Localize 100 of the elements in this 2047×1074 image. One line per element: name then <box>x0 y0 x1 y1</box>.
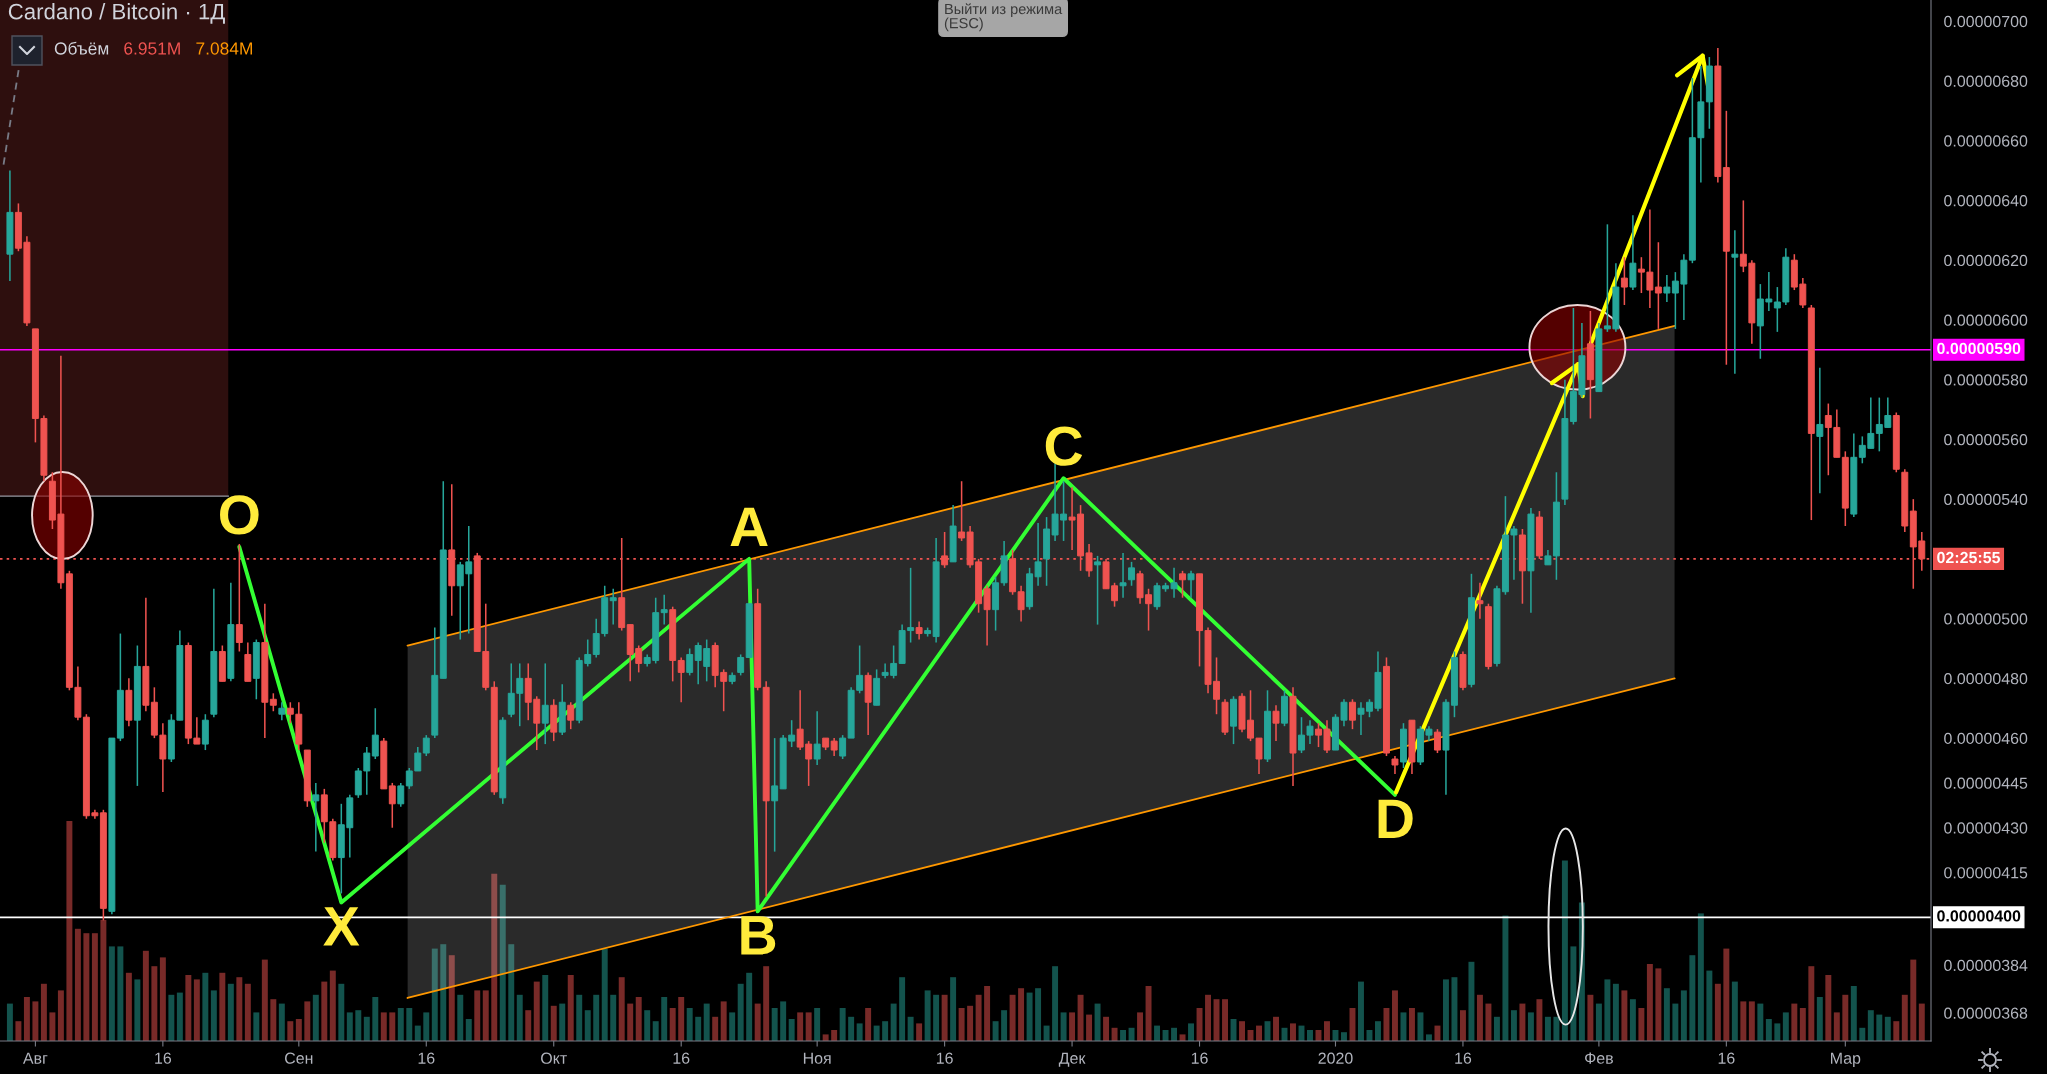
bar <box>474 990 481 1041</box>
bar <box>1510 1010 1517 1041</box>
bar <box>363 1016 370 1041</box>
bar <box>1799 1008 1806 1041</box>
ref-line-label: 0.00000590 <box>1937 342 2021 355</box>
bar <box>219 972 226 1041</box>
bar <box>652 1021 659 1041</box>
bar <box>1646 964 1653 1041</box>
bar <box>567 975 574 1041</box>
candlestick <box>771 737 779 853</box>
bar <box>57 990 64 1041</box>
bar <box>74 928 81 1041</box>
x-tick-label: 16 <box>673 1052 690 1064</box>
bar <box>253 1012 260 1041</box>
bar <box>1391 990 1398 1041</box>
x-tick-label: 16 <box>936 1052 953 1064</box>
bar <box>423 1012 430 1041</box>
bar <box>1154 1025 1161 1041</box>
bar <box>814 1008 821 1041</box>
bar <box>1782 1012 1789 1041</box>
bar <box>1519 1003 1526 1041</box>
bar <box>1290 1023 1296 1041</box>
bar <box>584 1010 591 1041</box>
bar <box>1850 986 1857 1041</box>
bar <box>49 1012 56 1041</box>
bar <box>1069 1012 1076 1041</box>
bar <box>1595 1003 1602 1041</box>
bar <box>1358 981 1364 1041</box>
bar <box>1324 1021 1330 1041</box>
bar <box>1706 970 1713 1041</box>
bar <box>1128 1027 1135 1041</box>
bar <box>516 994 523 1041</box>
bar <box>32 1001 39 1041</box>
x-tick-label: Окт <box>541 1052 567 1064</box>
bar <box>669 1008 676 1041</box>
bar <box>1697 913 1704 1041</box>
bar <box>593 994 600 1041</box>
bar <box>1638 1008 1645 1041</box>
candlestick <box>1816 366 1824 494</box>
candlestick <box>201 713 209 751</box>
bar <box>618 977 625 1041</box>
bar <box>329 970 336 1041</box>
bar <box>134 979 141 1041</box>
chart-title: Cardano / Bitcoin · 1Д <box>8 3 225 24</box>
bar <box>890 1003 897 1041</box>
bar <box>771 1008 778 1041</box>
bar <box>754 1003 761 1041</box>
candlestick <box>1272 704 1280 742</box>
bar <box>1884 1016 1891 1041</box>
bar <box>805 1012 812 1041</box>
bar <box>678 997 685 1041</box>
bar <box>1120 1030 1127 1041</box>
bar <box>482 990 489 1041</box>
y-tick-label: 0.00000700 <box>1944 15 2028 28</box>
bar <box>1680 990 1687 1041</box>
annotation: D <box>1378 799 1413 838</box>
bar <box>1111 1027 1118 1041</box>
bar <box>1103 1016 1110 1041</box>
bar <box>151 966 158 1041</box>
bar <box>780 1001 787 1041</box>
bar <box>703 1003 710 1041</box>
bar <box>542 975 549 1041</box>
bar <box>848 1016 855 1041</box>
bar <box>125 972 132 1041</box>
bar <box>1825 975 1832 1041</box>
annotation: X <box>323 907 360 946</box>
candlestick <box>1433 728 1441 754</box>
bar <box>1001 1010 1008 1041</box>
bar <box>1222 999 1228 1041</box>
bar <box>40 983 47 1041</box>
bar <box>627 1003 634 1041</box>
bar <box>1026 992 1033 1041</box>
bar <box>1689 955 1696 1041</box>
bar <box>712 1016 719 1041</box>
bar <box>550 1005 557 1041</box>
bar <box>210 990 217 1041</box>
y-tick-label: 0.00000445 <box>1944 777 2028 789</box>
bar <box>1307 1030 1313 1041</box>
bar <box>984 986 991 1041</box>
bar <box>873 1025 880 1041</box>
bar <box>1502 915 1509 1041</box>
bar <box>1553 1016 1560 1041</box>
bar <box>321 981 328 1041</box>
bar <box>525 1010 532 1041</box>
bar <box>1629 999 1636 1041</box>
bar <box>950 977 957 1041</box>
bar <box>1408 1008 1415 1041</box>
y-tick-label: 0.00000580 <box>1944 374 2028 386</box>
bar <box>23 997 30 1041</box>
bar <box>1052 966 1059 1041</box>
bar <box>729 1012 736 1041</box>
candlestick <box>1731 229 1739 375</box>
bar <box>1561 860 1568 1041</box>
bar <box>6 1003 13 1041</box>
bar <box>1442 979 1449 1041</box>
bar <box>159 957 166 1041</box>
bar <box>559 1003 566 1041</box>
annotation: O <box>220 495 259 535</box>
x-tick-label: Ноя <box>803 1052 831 1064</box>
bar <box>1570 946 1577 1041</box>
